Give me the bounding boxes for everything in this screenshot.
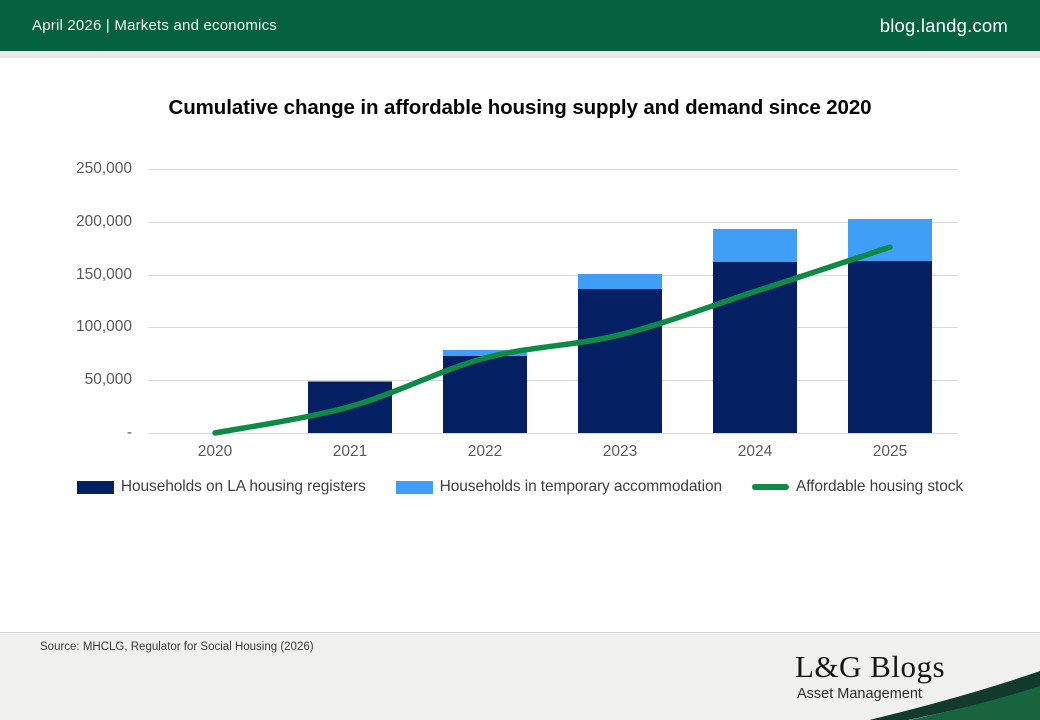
x-axis-tick-label: 2022 bbox=[467, 443, 503, 460]
gridline bbox=[148, 169, 958, 170]
line-series-affordable-housing-stock bbox=[212, 244, 893, 436]
chart-title: Cumulative change in affordable housing … bbox=[168, 96, 872, 119]
gridline bbox=[148, 380, 958, 382]
gridline bbox=[148, 221, 958, 223]
chart-legend: Households on LA housing registers Househ… bbox=[0, 478, 1040, 496]
lg-blogs-logo: L&G Blogs bbox=[795, 649, 946, 684]
banner-blog-url: blog.landg.com bbox=[879, 14, 1008, 36]
gridline bbox=[148, 274, 958, 276]
legend-color-swatch bbox=[76, 480, 114, 494]
stacked-bar-2024 bbox=[713, 228, 797, 433]
legend-item: Affordable housing stock bbox=[752, 478, 963, 496]
y-axis-tick-label: 50,000 bbox=[84, 371, 132, 389]
logo-subtitle: Asset Management bbox=[797, 686, 922, 702]
bar-segment bbox=[308, 380, 392, 383]
green-swoosh-graphic bbox=[869, 671, 1040, 720]
bar-segment bbox=[578, 274, 662, 290]
header-divider-strip bbox=[0, 51, 1040, 58]
bar-segment bbox=[578, 289, 662, 433]
y-axis-tick-label: 150,000 bbox=[75, 265, 132, 283]
bar-segment bbox=[848, 261, 932, 433]
x-axis-tick-label: 2023 bbox=[602, 443, 638, 460]
bar-segment bbox=[713, 228, 797, 262]
stacked-bar-2023 bbox=[578, 274, 662, 433]
source-note: Source: MHCLG, Regulator for Social Hous… bbox=[40, 641, 314, 653]
y-axis-tick-label: 200,000 bbox=[75, 212, 132, 230]
legend-item: Households in temporary accommodation bbox=[395, 478, 723, 496]
y-axis-tick-label: - bbox=[126, 424, 132, 441]
banner-date-category: April 2026 | Markets and economics bbox=[32, 17, 277, 34]
footer: Source: MHCLG, Regulator for Social Hous… bbox=[0, 632, 1040, 720]
legend-line-swatch bbox=[752, 484, 790, 490]
gridline bbox=[148, 327, 958, 329]
x-axis-tick-label: 2025 bbox=[872, 443, 908, 460]
stacked-bar-2025 bbox=[848, 218, 932, 433]
x-axis-tick-label: 2021 bbox=[332, 443, 368, 460]
legend-label: Households on LA housing registers bbox=[120, 478, 366, 495]
bar-segment bbox=[443, 350, 527, 356]
legend-color-swatch bbox=[395, 480, 433, 494]
top-banner: April 2026 | Markets and economics blog.… bbox=[0, 0, 1040, 51]
gridline bbox=[148, 433, 958, 434]
y-axis-tick-label: 250,000 bbox=[75, 160, 132, 177]
chart-plot-area bbox=[148, 169, 958, 436]
legend-label: Affordable housing stock bbox=[796, 478, 964, 495]
x-axis-tick-label: 2024 bbox=[737, 443, 773, 460]
y-axis-tick-label: 100,000 bbox=[75, 318, 132, 336]
x-axis-tick-label: 2020 bbox=[197, 443, 233, 460]
legend-label: Households in temporary accommodation bbox=[439, 478, 723, 495]
legend-item: Households on LA housing registers bbox=[76, 478, 366, 496]
